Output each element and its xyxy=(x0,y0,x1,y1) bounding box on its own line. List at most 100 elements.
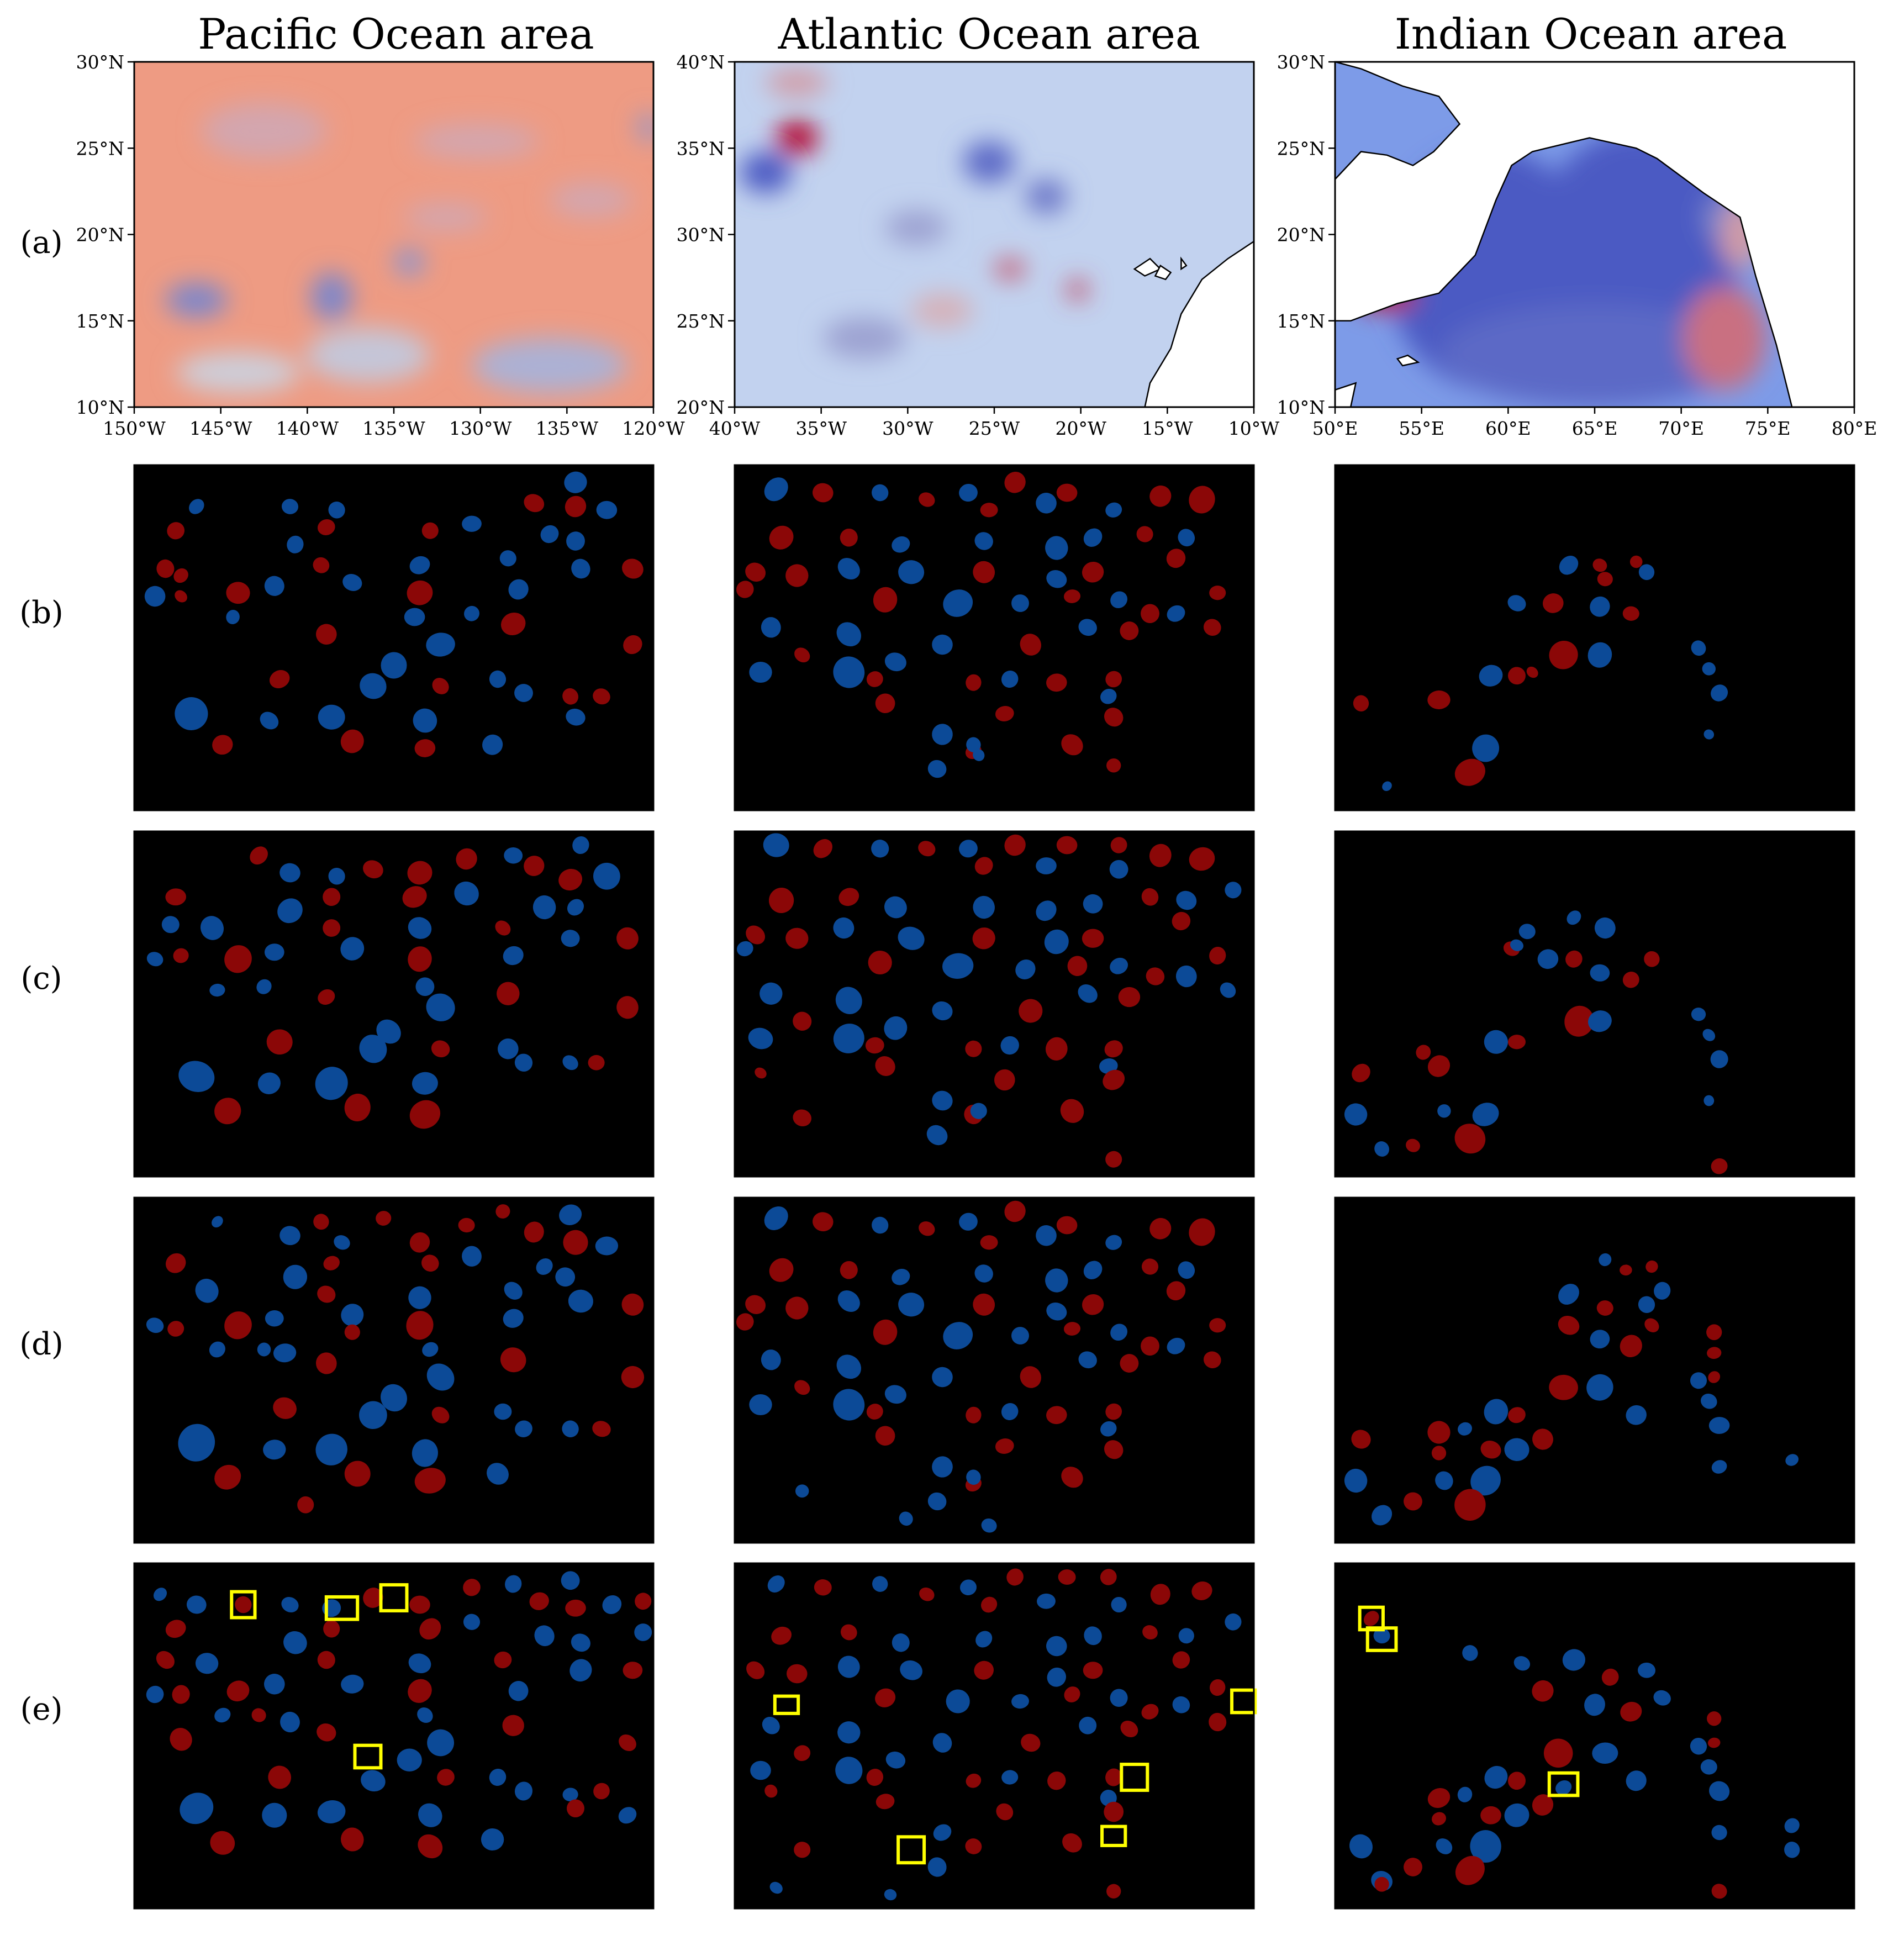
cold-eddy xyxy=(1015,959,1036,980)
highlight-box xyxy=(896,1835,926,1865)
warm-eddy xyxy=(1565,950,1583,968)
cold-eddy xyxy=(568,1289,593,1313)
cold-eddy xyxy=(1587,1010,1612,1032)
highlight-box xyxy=(1100,1825,1127,1847)
warm-eddy xyxy=(317,1285,336,1303)
warm-eddy xyxy=(794,647,810,663)
cold-eddy xyxy=(927,760,947,778)
eddy-mask-indian-d xyxy=(1334,1196,1855,1544)
warm-eddy xyxy=(794,1745,811,1762)
cold-eddy xyxy=(1702,1029,1716,1041)
warm-eddy xyxy=(431,1040,450,1058)
highlight-box xyxy=(1358,1605,1385,1632)
y-tick-label: 30°N xyxy=(1277,51,1325,73)
warm-eddy xyxy=(1082,1294,1104,1315)
cold-eddy xyxy=(1654,1282,1671,1300)
cold-eddy xyxy=(1001,670,1019,688)
warm-eddy xyxy=(1427,1421,1451,1444)
warm-eddy xyxy=(407,580,433,605)
warm-eddy xyxy=(1549,1374,1578,1400)
cold-eddy xyxy=(884,1016,908,1040)
warm-eddy xyxy=(972,927,995,950)
mask-background xyxy=(735,1563,1254,1908)
warm-eddy xyxy=(840,1624,857,1641)
cold-eddy xyxy=(1176,890,1197,910)
warm-eddy xyxy=(212,735,233,755)
warm-eddy xyxy=(814,1579,832,1596)
warm-eddy xyxy=(1644,951,1660,967)
warm-eddy xyxy=(873,1319,898,1345)
warm-eddy xyxy=(785,564,809,587)
cold-eddy xyxy=(413,708,437,733)
cold-eddy xyxy=(1711,1460,1727,1474)
cold-eddy xyxy=(1555,1780,1572,1795)
sst-anomaly xyxy=(176,352,300,393)
warm-eddy xyxy=(562,688,578,705)
sst-map-indian xyxy=(1335,62,1854,407)
mask-frame xyxy=(734,1196,1255,1544)
warm-eddy xyxy=(1203,619,1221,636)
y-tick-label: 30°N xyxy=(677,224,725,246)
y-tick-label: 25°N xyxy=(1277,138,1325,159)
warm-eddy xyxy=(1060,1099,1084,1123)
cold-eddy xyxy=(795,1484,809,1498)
cold-eddy xyxy=(1586,1374,1613,1401)
cold-eddy xyxy=(195,1278,219,1303)
sst-anomaly xyxy=(994,259,1026,280)
cold-eddy xyxy=(359,1035,387,1063)
y-tick-label: 40°N xyxy=(677,51,725,73)
cold-eddy xyxy=(508,1681,529,1701)
cold-eddy xyxy=(283,1631,307,1654)
x-tick-label: 150°W xyxy=(103,418,165,439)
cold-eddy xyxy=(634,1623,652,1641)
warm-eddy xyxy=(1149,485,1172,507)
cold-eddy xyxy=(1373,1628,1390,1644)
cold-eddy xyxy=(572,836,589,854)
cold-eddy xyxy=(408,1653,431,1674)
cold-eddy xyxy=(1594,917,1616,939)
cold-eddy xyxy=(514,684,533,702)
cold-eddy xyxy=(318,704,345,730)
cold-eddy xyxy=(932,1090,953,1111)
warm-eddy xyxy=(1046,1406,1067,1425)
warm-eddy xyxy=(1404,1858,1422,1876)
warm-eddy xyxy=(965,1040,982,1057)
warm-eddy xyxy=(746,925,766,945)
warm-eddy xyxy=(1532,1680,1554,1702)
cold-eddy xyxy=(1178,529,1195,547)
warm-eddy xyxy=(340,729,364,753)
warm-eddy xyxy=(563,1230,588,1255)
cold-eddy xyxy=(1701,1393,1717,1409)
warm-eddy xyxy=(1120,1720,1138,1738)
cold-eddy xyxy=(263,1440,286,1460)
cold-eddy xyxy=(186,1595,207,1614)
cold-eddy xyxy=(361,1770,386,1792)
warm-eddy xyxy=(1191,1581,1212,1601)
cold-eddy xyxy=(559,1204,582,1225)
cold-eddy xyxy=(1472,734,1500,762)
warm-eddy xyxy=(1141,604,1159,623)
cold-eddy xyxy=(932,1367,953,1388)
warm-eddy xyxy=(1146,967,1165,985)
warm-eddy xyxy=(226,582,250,604)
warm-eddy xyxy=(235,1596,252,1614)
cold-eddy xyxy=(1079,1716,1097,1734)
mask-frame xyxy=(133,464,655,811)
warm-eddy xyxy=(165,1620,186,1638)
warm-eddy xyxy=(1374,1876,1389,1892)
warm-eddy xyxy=(873,587,898,613)
cold-eddy xyxy=(833,917,855,939)
warm-eddy xyxy=(173,948,189,963)
cold-eddy xyxy=(189,499,204,514)
highlight-box xyxy=(773,1694,800,1715)
warm-eddy xyxy=(1707,1737,1721,1748)
x-tick-label: 20°W xyxy=(1055,418,1106,439)
cold-eddy xyxy=(555,1267,576,1287)
warm-eddy xyxy=(323,1620,340,1638)
cold-eddy xyxy=(257,1342,271,1357)
x-tick-label: 70°E xyxy=(1658,418,1704,439)
warm-eddy xyxy=(1106,1884,1121,1899)
warm-eddy xyxy=(1543,1738,1573,1768)
cold-eddy xyxy=(260,711,279,730)
cold-eddy xyxy=(1590,1330,1610,1349)
